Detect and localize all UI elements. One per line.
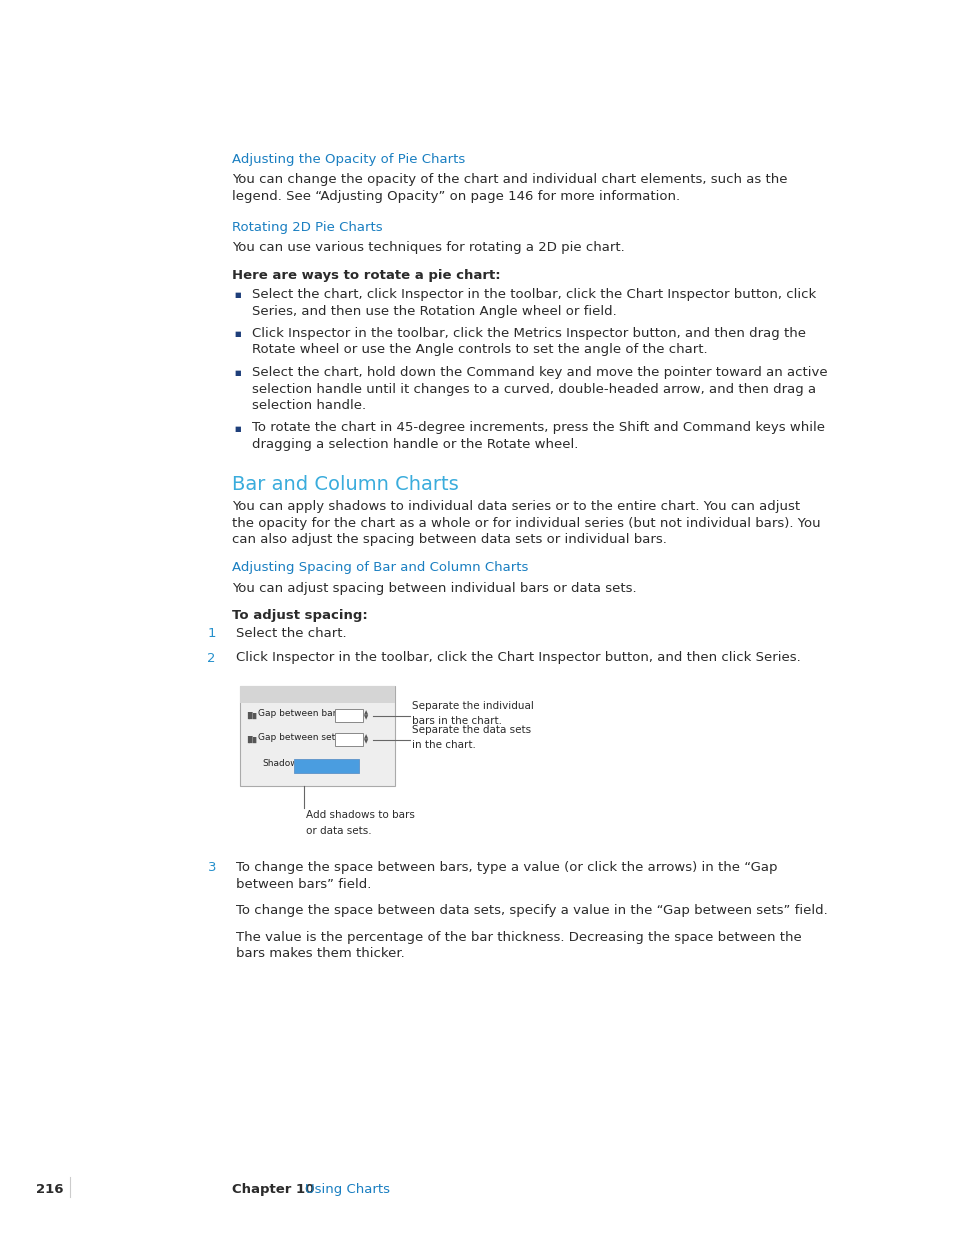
Text: ■: ■ <box>233 370 240 377</box>
Text: between bars” field.: between bars” field. <box>235 878 371 890</box>
Text: Series, and then use the Rotation Angle wheel or field.: Series, and then use the Rotation Angle … <box>252 305 616 317</box>
Text: You can apply shadows to individual data series or to the entire chart. You can : You can apply shadows to individual data… <box>232 500 800 513</box>
Text: Click Inspector in the toolbar, click the Chart Inspector button, and then click: Click Inspector in the toolbar, click th… <box>235 652 800 664</box>
Text: Click Inspector in the toolbar, click the Metrics Inspector button, and then dra: Click Inspector in the toolbar, click th… <box>252 327 805 340</box>
Text: To change the space between bars, type a value (or click the arrows) in the “Gap: To change the space between bars, type a… <box>235 861 777 874</box>
Text: Using Charts: Using Charts <box>305 1183 390 1195</box>
Text: Bar and Column Charts: Bar and Column Charts <box>232 474 458 494</box>
FancyBboxPatch shape <box>240 685 395 785</box>
Text: To change the space between data sets, specify a value in the “Gap between sets”: To change the space between data sets, s… <box>235 904 827 918</box>
FancyBboxPatch shape <box>335 734 363 746</box>
Text: ▐█▇: ▐█▇ <box>245 711 256 719</box>
Text: Select the chart.: Select the chart. <box>235 627 346 640</box>
Text: 10%: 10% <box>338 710 358 719</box>
Text: Here are ways to rotate a pie chart:: Here are ways to rotate a pie chart: <box>232 269 500 283</box>
Text: Shadow:: Shadow: <box>262 760 299 768</box>
Text: Gap between bars:: Gap between bars: <box>257 709 343 718</box>
Text: ▲: ▲ <box>364 735 368 740</box>
Text: Add shadows to bars: Add shadows to bars <box>305 810 415 820</box>
Text: ■: ■ <box>233 293 240 299</box>
Text: the opacity for the chart as a whole or for individual series (but not individua: the opacity for the chart as a whole or … <box>232 516 820 530</box>
Text: You can use various techniques for rotating a 2D pie chart.: You can use various techniques for rotat… <box>232 241 624 254</box>
Text: Rotating 2D Pie Charts: Rotating 2D Pie Charts <box>232 221 382 233</box>
Text: or data sets.: or data sets. <box>305 826 371 836</box>
Text: Select the chart, hold down the Command key and move the pointer toward an activ: Select the chart, hold down the Command … <box>252 366 827 379</box>
Text: Gap between sets:: Gap between sets: <box>257 734 342 742</box>
Text: in the chart.: in the chart. <box>412 741 476 751</box>
Text: To adjust spacing:: To adjust spacing: <box>232 609 367 621</box>
Text: ▐█▇: ▐█▇ <box>245 735 256 742</box>
Text: bars makes them thicker.: bars makes them thicker. <box>235 947 404 960</box>
Text: 3: 3 <box>208 861 215 874</box>
Text: selection handle until it changes to a curved, double-headed arrow, and then dra: selection handle until it changes to a c… <box>252 383 815 395</box>
Text: 2: 2 <box>208 652 215 664</box>
Text: bars in the chart.: bars in the chart. <box>412 716 501 726</box>
Text: ▼: ▼ <box>349 763 354 768</box>
Text: You can adjust spacing between individual bars or data sets.: You can adjust spacing between individua… <box>232 582 636 595</box>
Text: ■: ■ <box>233 426 240 432</box>
Text: Adjusting Spacing of Bar and Column Charts: Adjusting Spacing of Bar and Column Char… <box>232 562 528 574</box>
Text: ▲: ▲ <box>364 710 368 715</box>
Text: legend. See “Adjusting Opacity” on page 146 for more information.: legend. See “Adjusting Opacity” on page … <box>232 190 679 203</box>
Text: ▼: ▼ <box>364 715 368 720</box>
Text: Chapter 10: Chapter 10 <box>232 1183 314 1195</box>
Text: Select the chart, click Inspector in the toolbar, click the Chart Inspector butt: Select the chart, click Inspector in the… <box>252 288 816 301</box>
FancyBboxPatch shape <box>335 709 363 722</box>
Text: ▼: ▼ <box>364 740 368 745</box>
Text: Separate the individual: Separate the individual <box>412 700 534 710</box>
Text: Rotate wheel or use the Angle controls to set the angle of the chart.: Rotate wheel or use the Angle controls t… <box>252 343 707 357</box>
Text: 216: 216 <box>36 1183 64 1195</box>
Text: dragging a selection handle or the Rotate wheel.: dragging a selection handle or the Rotat… <box>252 438 578 451</box>
Text: Separate the data sets: Separate the data sets <box>412 725 531 735</box>
Text: Bar Format: Bar Format <box>247 689 313 699</box>
Text: selection handle.: selection handle. <box>252 399 366 412</box>
Text: 55%: 55% <box>338 734 358 743</box>
Text: 1: 1 <box>208 627 215 640</box>
Text: can also adjust the spacing between data sets or individual bars.: can also adjust the spacing between data… <box>232 534 666 546</box>
FancyBboxPatch shape <box>294 760 358 773</box>
Text: ■: ■ <box>233 331 240 337</box>
Text: To rotate the chart in 45-degree increments, press the Shift and Command keys wh: To rotate the chart in 45-degree increme… <box>252 421 824 435</box>
Text: Adjusting the Opacity of Pie Charts: Adjusting the Opacity of Pie Charts <box>232 153 465 165</box>
FancyBboxPatch shape <box>240 685 395 703</box>
Text: You can change the opacity of the chart and individual chart elements, such as t: You can change the opacity of the chart … <box>232 173 786 186</box>
Text: The value is the percentage of the bar thickness. Decreasing the space between t: The value is the percentage of the bar t… <box>235 930 801 944</box>
Text: Individual: Individual <box>298 760 343 769</box>
